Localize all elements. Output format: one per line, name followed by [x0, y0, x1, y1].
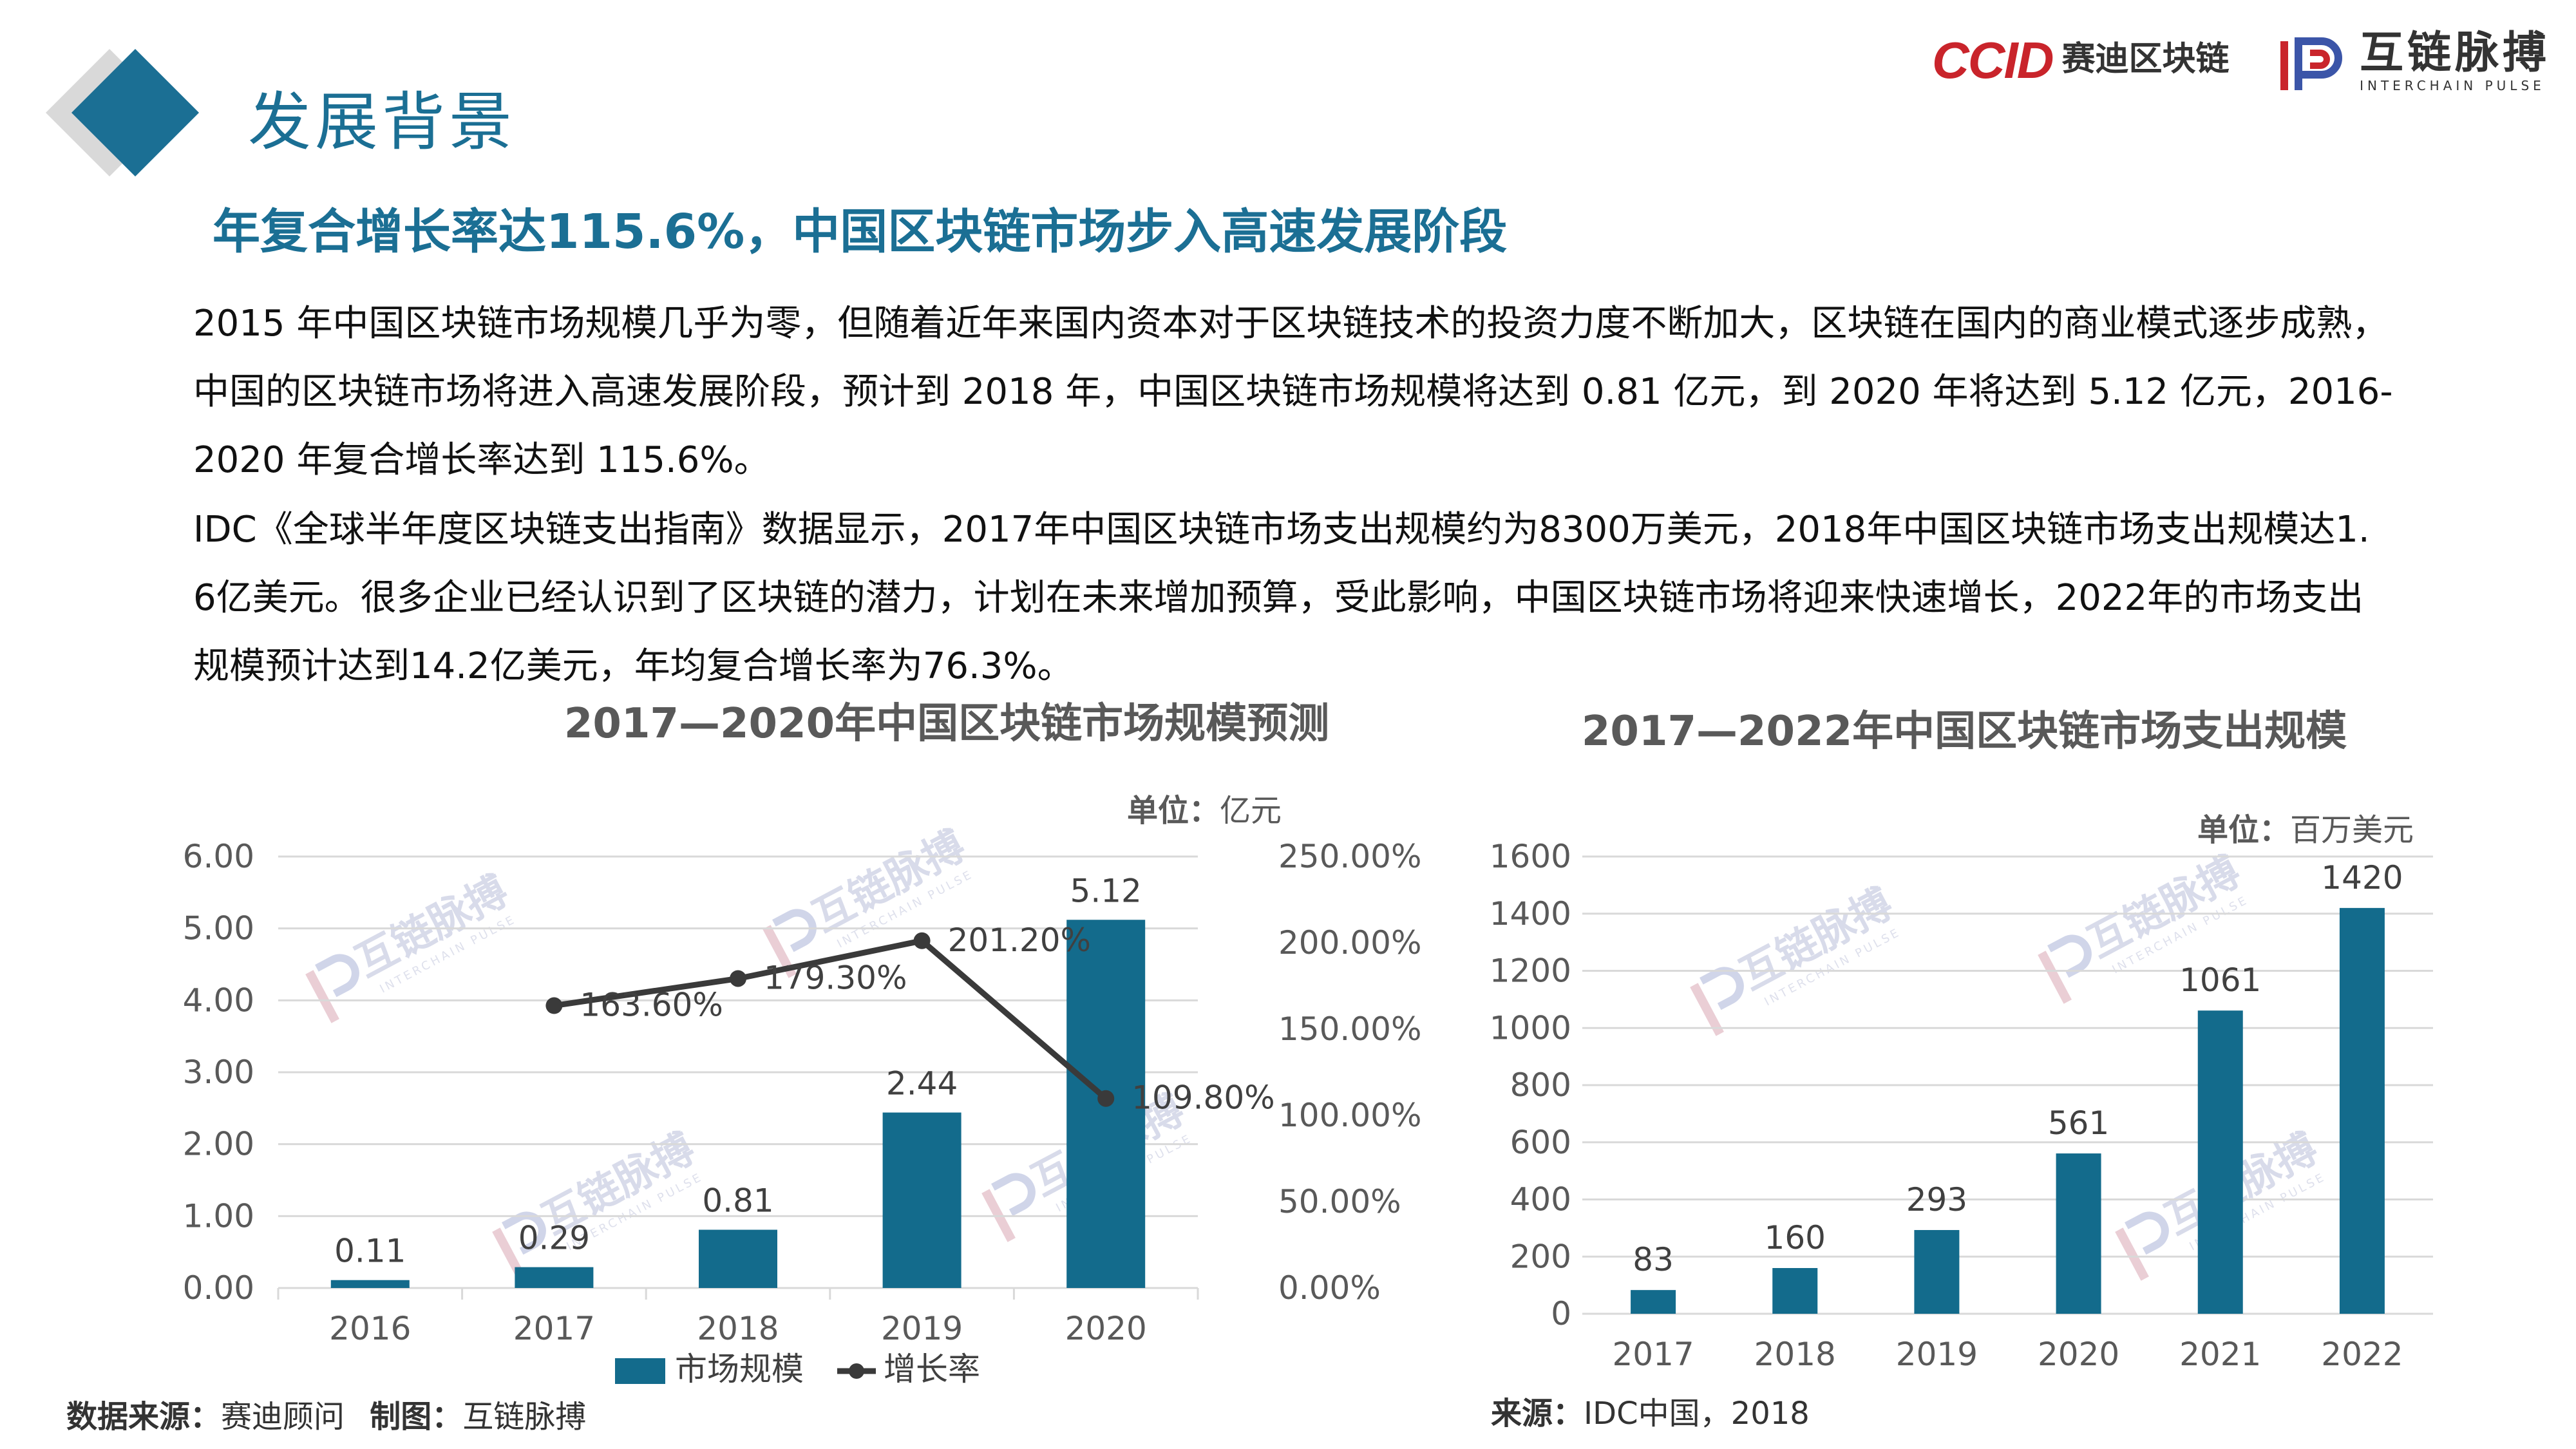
y-right-tick: 0.00% [1278, 1269, 1381, 1307]
x-tick-label: 2020 [1065, 1310, 1147, 1347]
bar [699, 1229, 777, 1288]
bar [330, 1280, 410, 1288]
y-tick: 400 [1510, 1181, 1571, 1218]
bar [2339, 907, 2385, 1314]
section-subtitle: 年复合增长率达115.6%，中国区块链市场步入高速发展阶段 [213, 204, 1508, 260]
line-data-label: 163.60% [580, 987, 723, 1024]
ccid-logo: CCID 赛迪区块链 [1932, 31, 2230, 90]
source-value: IDC中国，2018 [1584, 1396, 1810, 1432]
bar [1631, 1290, 1676, 1314]
page-title: 发展背景 [248, 86, 516, 159]
bar-data-label: 83 [1633, 1241, 1674, 1278]
source-value: 赛迪顾问 [221, 1399, 345, 1435]
unit-label: 单位：百万美元 [2197, 812, 2414, 848]
legend-line-marker [849, 1363, 864, 1379]
y-tick: 1600 [1490, 838, 1571, 875]
bar [2197, 1010, 2243, 1314]
y-tick: 200 [1510, 1238, 1571, 1275]
x-tick-label: 2017 [513, 1310, 595, 1347]
bar-data-label: 1061 [2179, 961, 2261, 999]
brand-name-cn: 互链脉搏 [2360, 28, 2551, 79]
bar [2056, 1153, 2101, 1314]
data-source-left: 数据来源：赛迪顾问 制图：互链脉搏 [66, 1391, 586, 1436]
bar-data-label: 5.12 [1070, 872, 1142, 909]
y-left-tick: 0.00 [183, 1269, 254, 1307]
body-paragraph-1: 2015 年中国区块链市场规模几乎为零，但随着近年来国内资本对于区块链技术的投资… [193, 303, 2393, 481]
x-tick-label: 2018 [697, 1310, 779, 1347]
bar [882, 1112, 961, 1288]
line-data-label: 179.30% [764, 959, 907, 996]
legend-bar-swatch [615, 1358, 665, 1384]
chart-title: 2017—2020年中国区块链市场规模预测 [564, 700, 1329, 748]
bar-data-label: 293 [1906, 1181, 1967, 1218]
x-tick-label: 2018 [1754, 1336, 1836, 1373]
bar-data-label: 561 [2048, 1104, 2109, 1142]
brand-logo: 互链脉搏 INTERCHAIN PULSE [2277, 30, 2550, 103]
source-label: 数据来源： [66, 1399, 222, 1435]
brand-name-en: INTERCHAIN PULSE [2360, 78, 2545, 93]
line-point [545, 997, 563, 1014]
bar-data-label: 2.44 [886, 1065, 958, 1103]
bar [515, 1267, 594, 1288]
y-left-tick: 3.00 [183, 1054, 254, 1091]
y-right-tick: 250.00% [1278, 838, 1421, 875]
legend-bar-label: 市场规模 [675, 1350, 804, 1388]
x-tick-label: 2020 [2038, 1336, 2119, 1373]
x-tick-label: 2019 [881, 1310, 963, 1347]
y-right-tick: 150.00% [1278, 1010, 1421, 1048]
y-tick: 1000 [1490, 1009, 1571, 1046]
line-point [913, 932, 931, 949]
body-paragraph-2: IDC《全球半年度区块链支出指南》数据显示，2017年中国区块链市场支出规模约为… [193, 509, 2370, 687]
watermark: 互链脉搏 INTERCHAIN PULSE [762, 822, 976, 978]
ccid-text: 赛迪区块链 [2061, 40, 2230, 79]
chart-title: 2017—2022年中国区块链市场支出规模 [1582, 708, 2347, 755]
brand-name: 互链脉搏 INTERCHAIN PULSE [2360, 30, 2550, 94]
bar-data-label: 0.81 [702, 1182, 773, 1220]
y-right-tick: 100.00% [1278, 1097, 1421, 1134]
growth-line [553, 937, 1108, 1101]
watermark: 互链脉搏 INTERCHAIN PULSE [492, 1124, 705, 1281]
line-point [1097, 1090, 1115, 1107]
bar [1772, 1268, 1818, 1314]
chart-maker-value: 互链脉搏 [462, 1399, 587, 1435]
y-left-tick: 6.00 [183, 838, 254, 875]
y-tick: 1200 [1490, 952, 1571, 990]
legend-line-label: 增长率 [884, 1350, 980, 1388]
x-tick-label: 2016 [329, 1310, 411, 1347]
x-tick-label: 2019 [1896, 1336, 1978, 1373]
y-right-tick: 50.00% [1278, 1183, 1401, 1220]
y-tick: 0 [1551, 1295, 1571, 1332]
y-left-tick: 5.00 [183, 910, 254, 947]
y-tick: 1400 [1490, 895, 1571, 933]
bar [1914, 1229, 1960, 1314]
y-right-tick: 200.00% [1278, 924, 1421, 961]
ccid-mark: CCID [1932, 32, 2054, 89]
chart-maker-label: 制图： [370, 1399, 463, 1435]
line-point [730, 970, 746, 987]
unit-label: 单位：亿元 [1127, 793, 1282, 829]
bar-data-label: 1420 [2321, 859, 2403, 896]
x-tick-label: 2017 [1612, 1336, 1694, 1373]
watermark: 互链脉搏 INTERCHAIN PULSE [1690, 880, 1903, 1036]
x-tick-label: 2021 [2179, 1336, 2261, 1373]
bar-data-label: 0.11 [334, 1233, 406, 1270]
interchain-logo-icon [2277, 30, 2347, 103]
source-label: 来源： [1491, 1396, 1584, 1432]
bar-data-label: 160 [1765, 1219, 1826, 1256]
line-data-label: 201.20% [948, 922, 1091, 959]
y-left-tick: 4.00 [183, 981, 254, 1019]
data-source-right: 来源：IDC中国，2018 [1491, 1388, 1810, 1433]
y-left-tick: 1.00 [183, 1197, 254, 1235]
y-tick: 600 [1510, 1124, 1571, 1161]
line-data-label: 109.80% [1132, 1079, 1274, 1117]
x-tick-label: 2022 [2321, 1336, 2403, 1373]
y-tick: 800 [1510, 1066, 1571, 1104]
bar-data-label: 0.29 [518, 1220, 590, 1257]
y-left-tick: 2.00 [183, 1126, 254, 1163]
